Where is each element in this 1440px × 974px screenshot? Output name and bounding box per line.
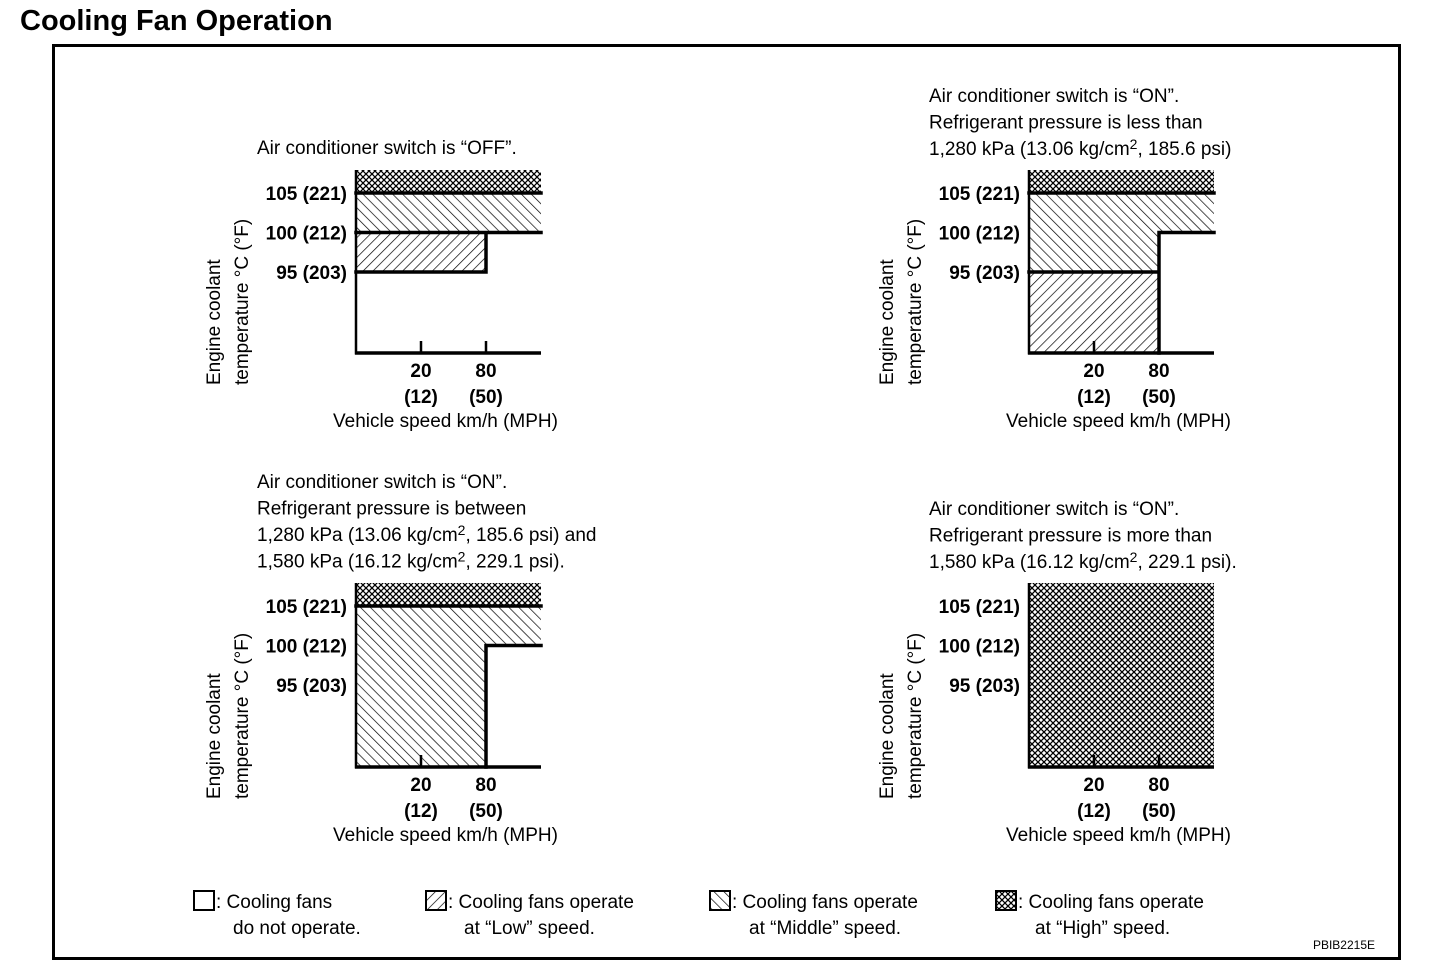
chart-ac-on-high-pressure: 20 (12) 80 (50) 105 (221) 100 (212) 95 (203) Ve… xyxy=(877,499,1237,846)
legend-item-off: : Cooling fans do not operate. xyxy=(193,890,361,939)
chart-ac-on-low-pressure: 20 (12) 80 (50) 105 (221) 100 (212) 95 (203) Ve… xyxy=(877,86,1231,432)
region-middle xyxy=(1029,232,1159,272)
region-middle xyxy=(356,606,541,646)
x-tick-label: 20 xyxy=(410,361,431,382)
chart-title-line: Refrigerant pressure is between xyxy=(257,499,526,520)
mode-boundary-line xyxy=(354,191,543,274)
y-axis-label: temperature °C (°F) xyxy=(905,219,926,385)
region-off xyxy=(1159,232,1214,353)
y-tick-label: 100 (212) xyxy=(939,637,1020,658)
legend: : Cooling fans do not operate. : Cooling… xyxy=(193,890,1204,939)
region-high xyxy=(356,583,541,606)
x-tick-sublabel: (12) xyxy=(404,801,438,822)
x-tick-sublabel: (12) xyxy=(1077,387,1111,408)
chart-ac-off: 20 (12) 80 (50) 105 (221) 100 (212) 95 (203) Ve… xyxy=(204,138,558,432)
y-axis-label: Engine coolant xyxy=(204,673,225,799)
chart-title-line: 1,580 kPa (16.12 kg/cm2, 229.1 psi). xyxy=(929,549,1237,573)
chart-title-line: Refrigerant pressure is less than xyxy=(929,113,1203,134)
y-tick-label: 95 (203) xyxy=(276,263,347,284)
y-tick-label: 100 (212) xyxy=(266,224,347,245)
x-axis-label: Vehicle speed km/h (MPH) xyxy=(333,411,558,432)
region-off xyxy=(486,645,541,767)
page-title: Cooling Fan Operation xyxy=(20,5,333,37)
x-tick-sublabel: (50) xyxy=(469,387,503,408)
chart-title-line: Refrigerant pressure is more than xyxy=(929,526,1212,547)
figure-frame xyxy=(52,44,1401,960)
legend-high-line1: : Cooling fans operate xyxy=(1018,892,1204,913)
x-tick-label: 20 xyxy=(410,775,431,796)
x-tick-sublabel: (50) xyxy=(1142,387,1176,408)
high-crosshatch-swatch xyxy=(995,890,1017,911)
y-axis-label: temperature °C (°F) xyxy=(232,633,253,799)
figure-code: PBIB2215E xyxy=(1313,938,1375,952)
low-hatch-swatch xyxy=(425,890,447,911)
region-low xyxy=(356,232,486,272)
region-low xyxy=(1029,272,1159,353)
middle-hatch-swatch xyxy=(709,890,731,911)
y-tick-label: 105 (221) xyxy=(939,184,1020,205)
x-tick-label: 80 xyxy=(1148,775,1169,796)
y-tick-label: 105 (221) xyxy=(939,597,1020,618)
y-tick-label: 95 (203) xyxy=(949,676,1020,697)
legend-low-line1: : Cooling fans operate xyxy=(448,892,634,913)
x-tick-label: 80 xyxy=(475,775,496,796)
y-axis-label: temperature °C (°F) xyxy=(905,633,926,799)
legend-off-line1: : Cooling fans xyxy=(216,892,332,913)
x-axis-label: Vehicle speed km/h (MPH) xyxy=(1006,411,1231,432)
region-middle xyxy=(356,193,541,233)
x-tick-label: 80 xyxy=(1148,361,1169,382)
mode-boundary-line xyxy=(354,604,543,769)
x-tick-sublabel: (50) xyxy=(1142,801,1176,822)
x-tick-sublabel: (50) xyxy=(469,801,503,822)
region-off xyxy=(486,232,541,353)
x-tick-label: 20 xyxy=(1083,775,1104,796)
y-tick-label: 100 (212) xyxy=(939,224,1020,245)
x-axis-label: Vehicle speed km/h (MPH) xyxy=(333,825,558,846)
chart-title-line: Air conditioner switch is “ON”. xyxy=(929,86,1179,107)
x-tick-label: 20 xyxy=(1083,361,1104,382)
region-middle xyxy=(356,645,486,767)
x-tick-sublabel: (12) xyxy=(1077,801,1111,822)
y-tick-label: 105 (221) xyxy=(266,597,347,618)
region-middle xyxy=(1029,193,1214,233)
legend-low-line2: at “Low” speed. xyxy=(464,918,595,939)
region-high xyxy=(1029,583,1214,767)
chart-title-line: 1,280 kPa (13.06 kg/cm2, 185.6 psi) and xyxy=(257,522,596,546)
chart-title-line: Air conditioner switch is “ON”. xyxy=(929,499,1179,520)
y-tick-label: 95 (203) xyxy=(276,676,347,697)
mode-boundary-line xyxy=(1027,191,1216,355)
legend-off-line2: do not operate. xyxy=(233,918,361,939)
region-high xyxy=(356,170,541,193)
y-tick-label: 95 (203) xyxy=(949,263,1020,284)
blank-swatch xyxy=(193,890,215,911)
y-axis-label: temperature °C (°F) xyxy=(232,219,253,385)
y-axis-label: Engine coolant xyxy=(877,673,898,799)
x-tick-label: 80 xyxy=(475,361,496,382)
chart-ac-on-mid-pressure: 20 (12) 80 (50) 105 (221) 100 (212) 95 (203) Ve… xyxy=(204,472,596,846)
x-tick-sublabel: (12) xyxy=(404,387,438,408)
chart-title-line: Air conditioner switch is “OFF”. xyxy=(257,138,517,159)
legend-middle-line2: at “Middle” speed. xyxy=(749,918,901,939)
y-axis-label: Engine coolant xyxy=(204,259,225,385)
legend-item-low: : Cooling fans operate at “Low” speed. xyxy=(425,890,634,939)
chart-title-line: 1,580 kPa (16.12 kg/cm2, 229.1 psi). xyxy=(257,549,565,573)
y-axis-label: Engine coolant xyxy=(877,259,898,385)
chart-title-line: 1,280 kPa (13.06 kg/cm2, 185.6 psi) xyxy=(929,136,1231,160)
legend-high-line2: at “High” speed. xyxy=(1035,918,1170,939)
region-off xyxy=(356,272,486,353)
region-high xyxy=(1029,170,1214,193)
y-tick-label: 105 (221) xyxy=(266,184,347,205)
legend-item-high: : Cooling fans operate at “High” speed. xyxy=(995,890,1204,939)
chart-title-line: Air conditioner switch is “ON”. xyxy=(257,472,507,493)
y-tick-label: 100 (212) xyxy=(266,637,347,658)
x-axis-label: Vehicle speed km/h (MPH) xyxy=(1006,825,1231,846)
legend-middle-line1: : Cooling fans operate xyxy=(732,892,918,913)
legend-item-middle: : Cooling fans operate at “Middle” speed… xyxy=(709,890,918,939)
